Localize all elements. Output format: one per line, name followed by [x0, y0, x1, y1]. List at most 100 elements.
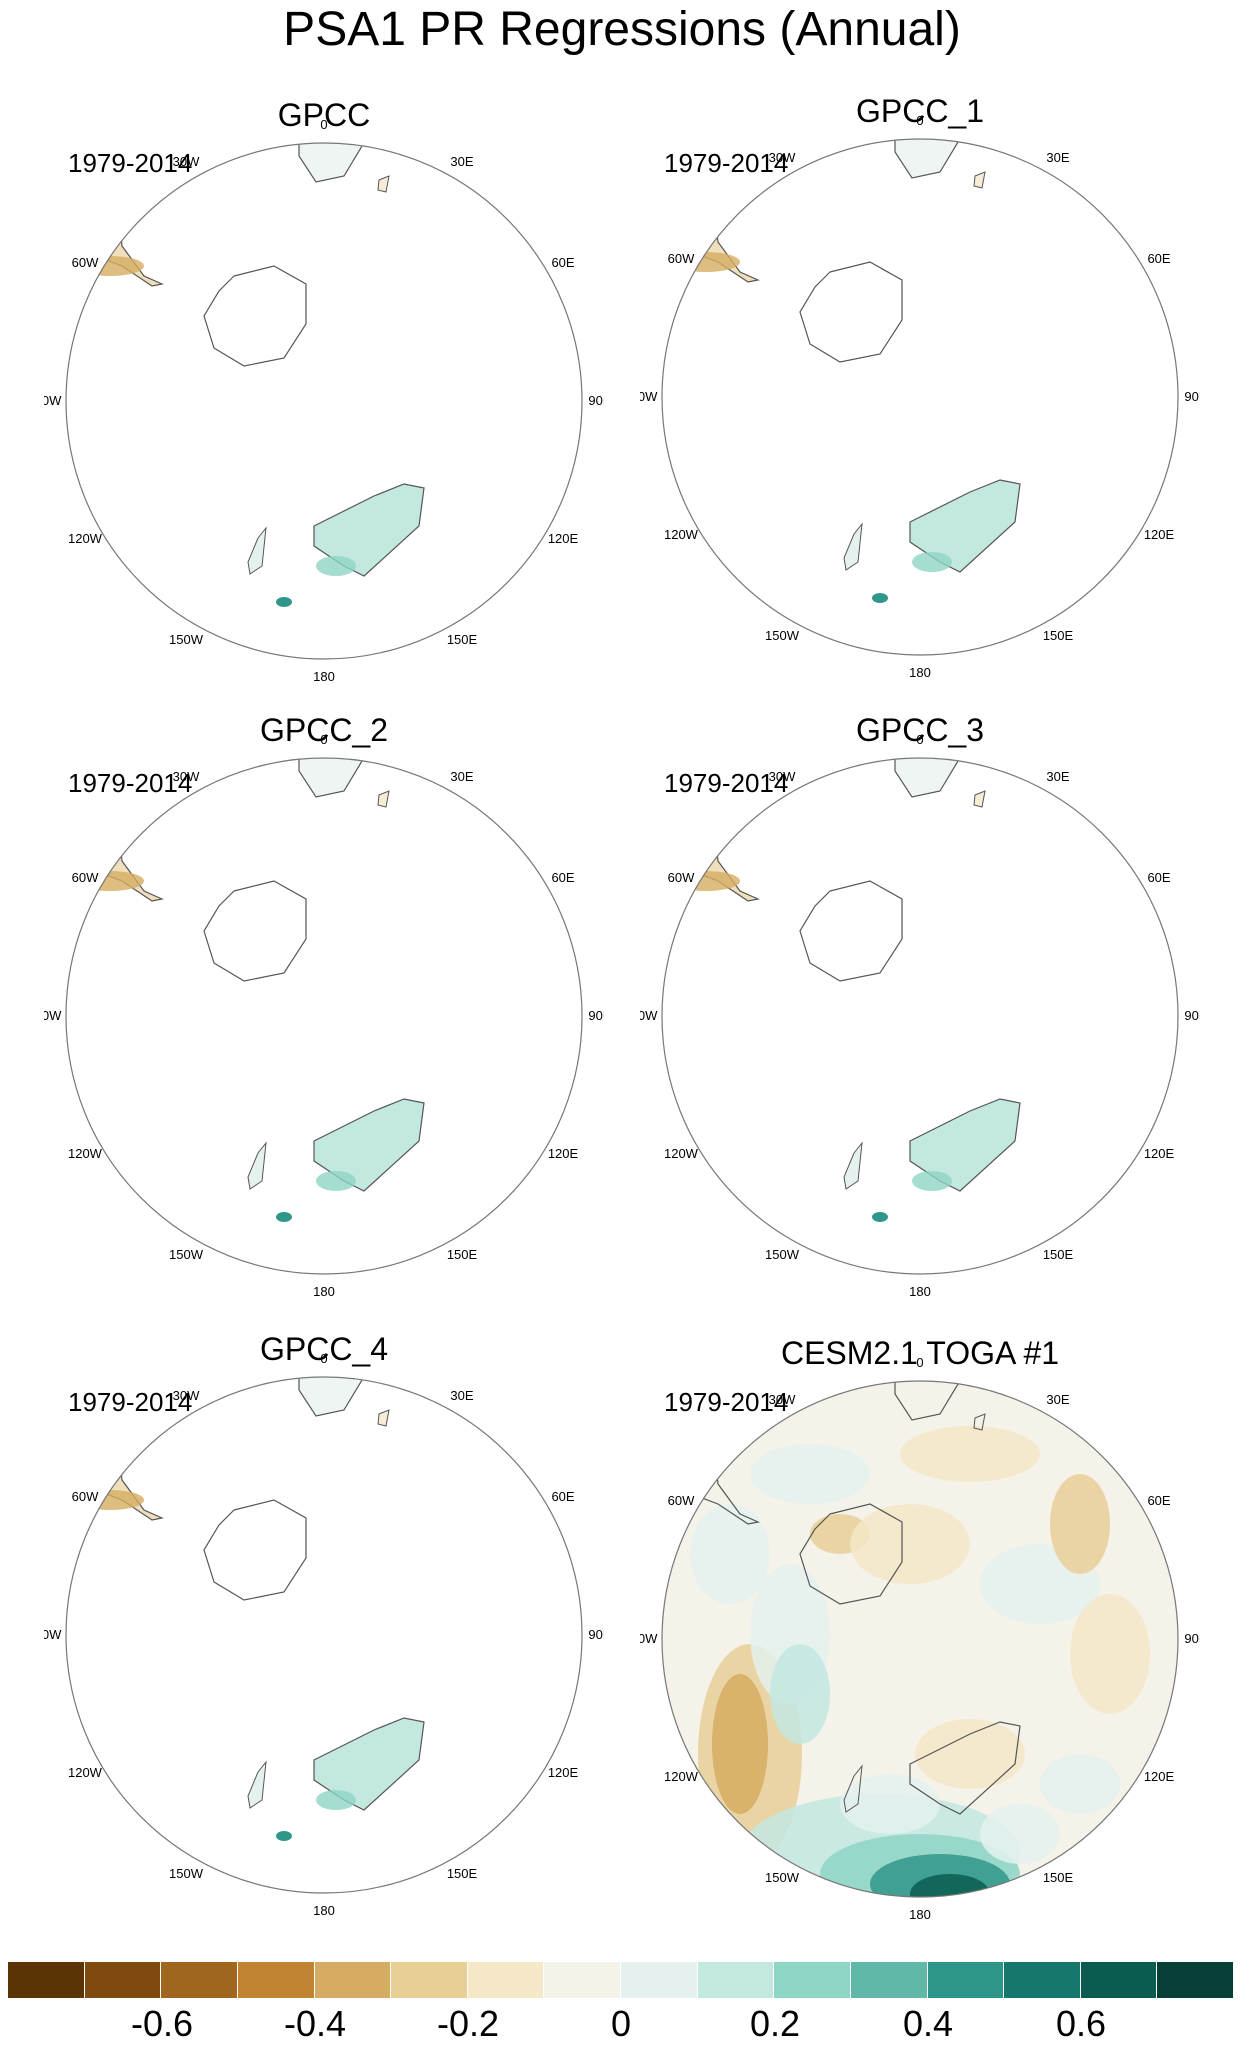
longitude-label: 30W	[769, 769, 796, 784]
longitude-label: 60W	[668, 870, 695, 885]
longitude-label: 90E	[1184, 389, 1200, 404]
longitude-label: 30E	[1046, 150, 1069, 165]
colorbar-swatch	[697, 1962, 775, 1998]
colorbar-swatch	[850, 1962, 928, 1998]
longitude-label: 150E	[447, 1247, 478, 1262]
colorbar-swatch	[8, 1962, 85, 1998]
longitude-label: 150E	[1043, 1247, 1074, 1262]
polar-map: 0 30E 60E 90E 120E 150E 180 150W 120W 90W 60W 30W	[44, 1351, 604, 1918]
longitude-label: 150E	[1043, 628, 1074, 643]
longitude-label: 60E	[1147, 870, 1170, 885]
longitude-label: 30E	[450, 769, 473, 784]
colorbar-swatch	[161, 1962, 238, 1998]
colorbar-tick-label: 0	[610, 2003, 632, 2044]
panel-period: 1979-2014	[68, 768, 193, 798]
longitude-label: 30W	[769, 1392, 796, 1407]
longitude-label: 0	[320, 117, 327, 132]
figure-title: PSA1 PR Regressions (Annual)	[283, 3, 961, 56]
colorbar-swatch	[927, 1962, 1005, 1998]
longitude-label: 60W	[668, 251, 695, 266]
longitude-label: 60E	[1147, 1493, 1170, 1508]
colorbar-swatch	[391, 1962, 468, 1998]
polar-map: 0 30E 60E 90E 120E 150E 180 150W 120W 90W 60W 30W	[640, 732, 1200, 1299]
map-panel-gpcc-2: GPCC_2 1979-2014 0 30E 60E 90E 120E 150E 180 15…	[44, 711, 604, 1311]
map-panel-gpcc: GPCC 1979-2014 0 30E 60E 90E 120E 150E 180 150W…	[44, 96, 604, 696]
colorbar-swatch	[1004, 1962, 1081, 1998]
polar-map: 0 30E 60E 90E 120E 150E 180 150W 120W 90W 60W 30W	[640, 113, 1200, 680]
longitude-label: 30W	[769, 150, 796, 165]
longitude-label: 120E	[548, 1146, 579, 1161]
longitude-label: 0	[916, 113, 923, 128]
colorbar-swatch	[1080, 1962, 1158, 1998]
longitude-label: 150W	[169, 1866, 204, 1881]
longitude-label: 90W	[640, 389, 658, 404]
polar-map: 0 30E 60E 90E 120E 150E 180 150W 120W 90W 60W 30W	[640, 1355, 1200, 1922]
longitude-label: 120W	[664, 527, 699, 542]
longitude-label: 150E	[447, 1866, 478, 1881]
longitude-label: 150E	[447, 632, 478, 647]
longitude-label: 120W	[664, 1769, 699, 1784]
longitude-label: 90W	[44, 393, 62, 408]
longitude-label: 150W	[765, 1870, 800, 1885]
longitude-label: 90E	[588, 1008, 604, 1023]
panel-title: GPCC_2	[259, 712, 389, 748]
longitude-label: 120W	[68, 531, 103, 546]
longitude-label: 60W	[72, 1489, 99, 1504]
longitude-label: 180	[313, 1284, 335, 1299]
longitude-label: 120W	[664, 1146, 699, 1161]
longitude-label: 120E	[1144, 1146, 1175, 1161]
longitude-label: 150W	[169, 1247, 204, 1262]
longitude-label: 150W	[169, 632, 204, 647]
colorbar-tick-label: 0.4	[902, 2003, 954, 2044]
colorbar-tick-label: -0.6	[130, 2003, 194, 2044]
precip-regression-field	[69, 143, 425, 607]
longitude-label: 180	[909, 1907, 931, 1922]
colorbar-swatch	[84, 1962, 162, 1998]
colorbar-tick-label: 0.6	[1055, 2003, 1107, 2044]
map-panel-cesm2-toga: CESM2.1 TOGA #1 1979-2014 0 30E 60E 90E 120E…	[640, 1334, 1200, 1934]
longitude-label: 90W	[44, 1008, 62, 1023]
map-panel-gpcc-4: GPCC_4 1979-2014 0 30E 60E 90E 120E 150E 180 15…	[44, 1330, 604, 1930]
longitude-label: 60E	[1147, 251, 1170, 266]
longitude-label: 60W	[72, 870, 99, 885]
precip-regression-field	[662, 1381, 1178, 1897]
longitude-label: 0	[320, 732, 327, 747]
longitude-label: 180	[909, 1284, 931, 1299]
longitude-label: 0	[320, 1351, 327, 1366]
longitude-label: 60E	[551, 1489, 574, 1504]
colorbar	[8, 1962, 1234, 1998]
longitude-label: 150E	[1043, 1870, 1074, 1885]
longitude-label: 180	[313, 669, 335, 684]
longitude-label: 120E	[1144, 1769, 1175, 1784]
longitude-label: 120E	[548, 531, 579, 546]
longitude-label: 180	[909, 665, 931, 680]
longitude-label: 150W	[765, 628, 800, 643]
precip-regression-field	[69, 1377, 425, 1841]
colorbar-tick-label: 0.2	[749, 2003, 801, 2044]
map-panel-gpcc-3: GPCC_3 1979-2014 0 30E 60E 90E 120E 150E 180 15…	[640, 711, 1200, 1311]
colorbar-swatch	[544, 1962, 621, 1998]
colorbar-swatch	[1157, 1962, 1234, 1998]
colorbar-swatch	[314, 1962, 392, 1998]
longitude-label: 30E	[450, 154, 473, 169]
polar-map: 0 30E 60E 90E 120E 150E 180 150W 120W 90W 60W 30W	[44, 732, 604, 1299]
precip-regression-field	[69, 758, 425, 1222]
panel-period: 1979-2014	[68, 1387, 193, 1417]
longitude-label: 30W	[173, 769, 200, 784]
panel-title: GPCC	[277, 97, 371, 133]
longitude-label: 150W	[765, 1247, 800, 1262]
colorbar-swatch	[774, 1962, 851, 1998]
longitude-label: 30E	[450, 1388, 473, 1403]
panel-title: GPCC_3	[855, 712, 985, 748]
longitude-label: 60E	[551, 255, 574, 270]
colorbar-tick-label: -0.4	[283, 2003, 347, 2044]
longitude-label: 30W	[173, 154, 200, 169]
longitude-label: 90E	[1184, 1631, 1200, 1646]
panel-period: 1979-2014	[664, 768, 789, 798]
colorbar-tick-label: -0.2	[436, 2003, 500, 2044]
precip-regression-field	[665, 139, 1021, 603]
panel-title: GPCC_4	[259, 1331, 389, 1367]
longitude-label: 120W	[68, 1765, 103, 1780]
colorbar-swatch	[467, 1962, 545, 1998]
longitude-label: 90E	[588, 1627, 604, 1642]
